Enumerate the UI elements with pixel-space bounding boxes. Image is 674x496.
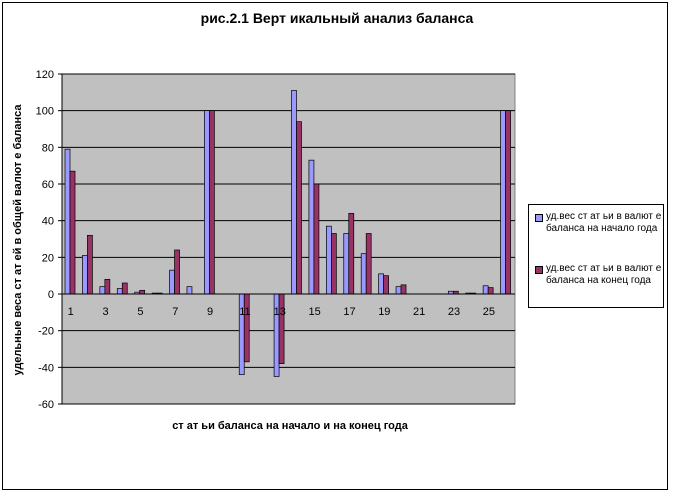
bar-end-17 bbox=[348, 212, 355, 295]
x-tick-label: 1 bbox=[68, 306, 74, 318]
legend-swatch-end bbox=[535, 266, 543, 274]
bar-end-15 bbox=[313, 183, 320, 295]
bar-start-9 bbox=[204, 110, 210, 295]
bar-end-13 bbox=[278, 293, 285, 365]
y-tick-label: 0 bbox=[48, 289, 54, 301]
x-tick-label: 23 bbox=[448, 306, 460, 318]
bar-start-2 bbox=[82, 255, 88, 295]
bar-start-17 bbox=[343, 233, 350, 295]
bar-end-14 bbox=[296, 121, 302, 295]
legend: уд.вес ст ат ьи в валют е баланса на нач… bbox=[528, 204, 664, 308]
bar-end-5 bbox=[139, 289, 146, 295]
y-tick-label: 20 bbox=[42, 252, 54, 264]
bar-end-9 bbox=[209, 110, 215, 295]
x-tick-label: 9 bbox=[207, 306, 213, 318]
y-tick-label: 80 bbox=[42, 142, 54, 154]
plot-area bbox=[61, 73, 516, 405]
legend-label-start: уд.вес ст ат ьи в валют е баланса на нач… bbox=[546, 211, 662, 234]
bar-start-26 bbox=[500, 110, 506, 295]
bar-end-2 bbox=[87, 234, 93, 295]
bar-start-7 bbox=[169, 269, 175, 295]
y-tick-label: 40 bbox=[42, 216, 54, 228]
x-tick-label: 21 bbox=[413, 306, 425, 318]
bar-start-14 bbox=[291, 90, 297, 295]
x-tick-label: 7 bbox=[172, 306, 178, 318]
y-tick-label: 60 bbox=[42, 179, 54, 191]
y-tick-label: -40 bbox=[38, 362, 54, 374]
bar-end-16 bbox=[330, 233, 337, 295]
bar-start-15 bbox=[308, 159, 315, 295]
bar-end-19 bbox=[383, 275, 389, 295]
bar-end-25 bbox=[487, 287, 494, 295]
bar-end-1 bbox=[69, 170, 76, 295]
bar-end-26 bbox=[505, 110, 511, 295]
bar-end-3 bbox=[104, 278, 111, 295]
bar-end-4 bbox=[121, 282, 128, 295]
y-tick-label: -20 bbox=[38, 326, 54, 338]
bar-start-4 bbox=[116, 288, 123, 295]
bar-start-18 bbox=[360, 253, 367, 295]
x-tick-label: 17 bbox=[343, 306, 355, 318]
x-tick-label: 11 bbox=[239, 306, 250, 318]
chart-title: рис.2.1 Верт икальный анализ баланса bbox=[200, 10, 474, 26]
bar-end-7 bbox=[174, 249, 180, 295]
x-axis-title: ст ат ьи баланса на начало и на конец го… bbox=[172, 420, 408, 432]
bar-start-25 bbox=[482, 285, 489, 295]
legend-swatch-start bbox=[535, 214, 543, 222]
bar-end-11 bbox=[243, 293, 250, 363]
x-tick-label: 25 bbox=[483, 306, 495, 318]
x-tick-label: 3 bbox=[102, 306, 108, 318]
bar-start-16 bbox=[325, 225, 332, 295]
bar-start-8 bbox=[186, 286, 193, 295]
bar-start-3 bbox=[99, 286, 106, 295]
x-tick-label: 13 bbox=[274, 306, 286, 318]
x-tick-label: 15 bbox=[309, 306, 321, 318]
bar-start-20 bbox=[395, 286, 402, 295]
y-tick-label: -60 bbox=[38, 399, 54, 411]
x-tick-label: 5 bbox=[137, 306, 143, 318]
y-tick-label: 100 bbox=[36, 106, 54, 118]
x-tick-label: 19 bbox=[378, 306, 390, 318]
legend-label-end: уд.вес ст ат ьи в валют е баланса на кон… bbox=[546, 263, 662, 286]
bar-start-1 bbox=[64, 148, 71, 295]
bar-end-20 bbox=[400, 284, 407, 295]
bar-end-18 bbox=[365, 233, 372, 295]
bar-start-19 bbox=[378, 273, 384, 295]
y-tick-label: 120 bbox=[36, 69, 54, 81]
y-axis-title: удельные веса ст ат ей в общей валют е б… bbox=[12, 104, 24, 376]
